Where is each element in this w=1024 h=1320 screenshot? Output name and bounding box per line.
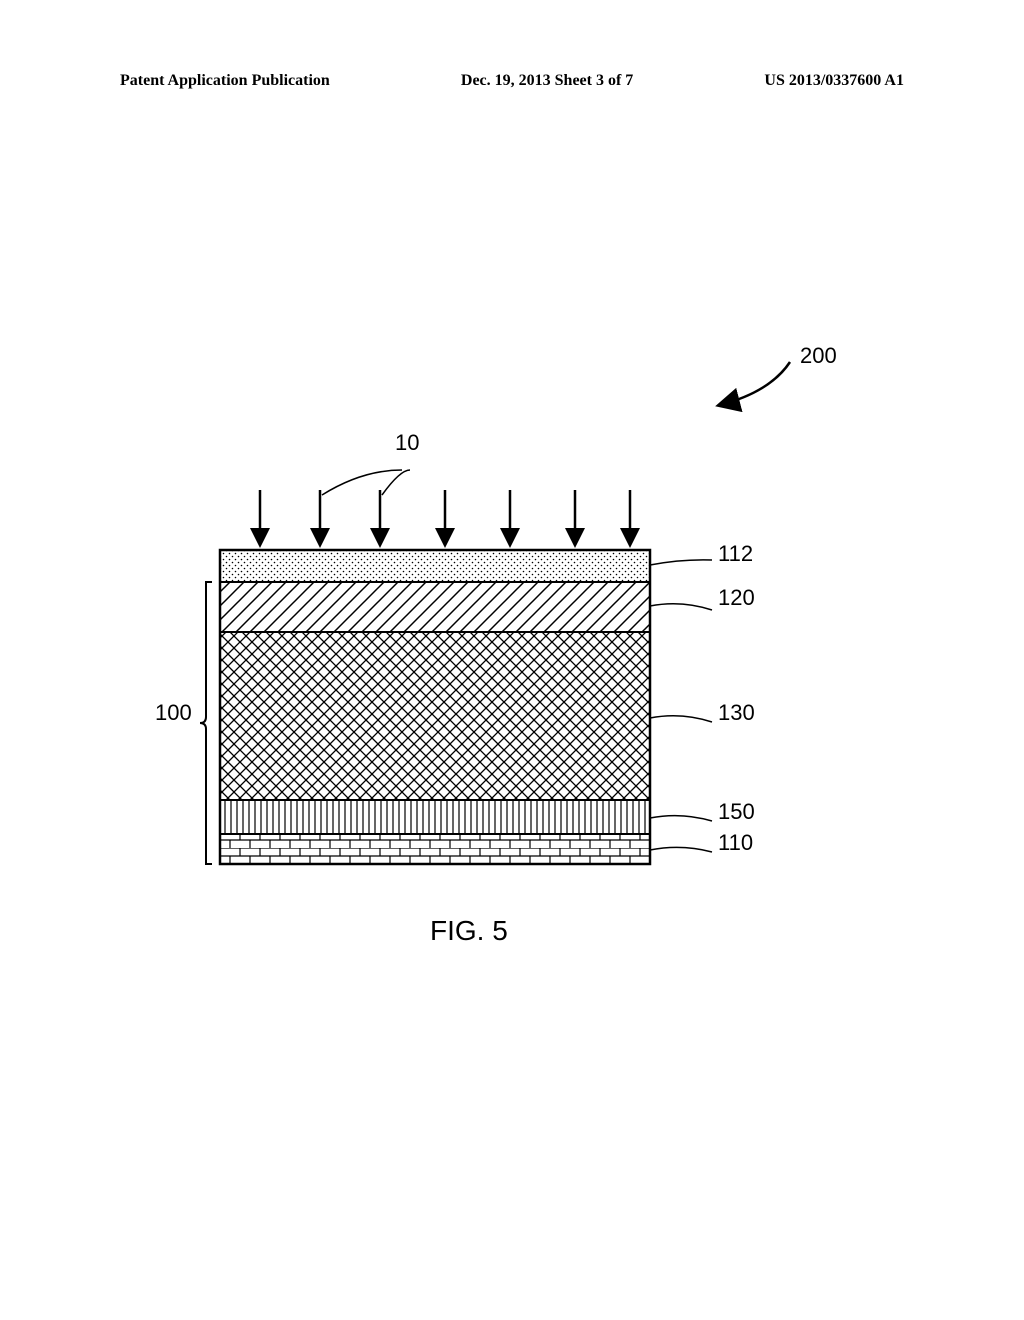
leader-4	[650, 847, 712, 852]
arrow-source-indicator	[322, 470, 410, 495]
source-curve-right	[382, 470, 410, 495]
leader-3	[650, 816, 712, 821]
label-10: 10	[395, 430, 419, 455]
label-120: 120	[718, 585, 755, 610]
layer-stack	[220, 550, 650, 864]
source-curve-left	[322, 470, 402, 495]
leader-1	[650, 604, 712, 610]
assembly-arrow	[720, 362, 790, 405]
label-110: 110	[718, 830, 753, 855]
label-112: 112	[718, 541, 753, 566]
layer112	[220, 550, 650, 582]
label-150: 150	[718, 799, 755, 824]
bracket	[200, 582, 212, 864]
label-200: 200	[800, 343, 837, 368]
figure-svg: 200 10 100 112 120 130 150 110	[0, 0, 1024, 1320]
figure-caption: FIG. 5	[430, 915, 508, 947]
layer150	[220, 800, 650, 834]
leader-0	[650, 560, 712, 565]
input-arrows	[260, 490, 630, 543]
leader-lines	[650, 560, 712, 852]
assembly-arrow-path	[720, 362, 790, 405]
layer110	[220, 834, 650, 864]
layer130	[220, 632, 650, 800]
bracket-path	[200, 582, 212, 864]
label-130: 130	[718, 700, 755, 725]
layer120	[220, 582, 650, 632]
label-100: 100	[155, 700, 192, 725]
leader-2	[650, 716, 712, 722]
